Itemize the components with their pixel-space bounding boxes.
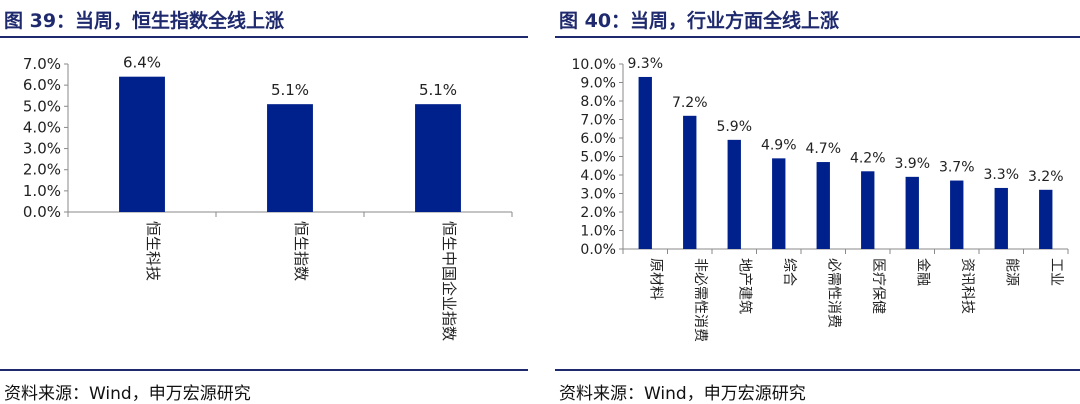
bar	[816, 162, 830, 249]
bar	[638, 76, 652, 249]
bar	[861, 171, 875, 249]
source-note-left: 资料来源：Wind，申万宏源研究	[4, 384, 251, 404]
data-label: 6.4%	[123, 54, 161, 72]
data-label: 5.1%	[271, 81, 309, 99]
data-label: 4.7%	[805, 141, 841, 157]
bar	[119, 76, 165, 212]
bar	[415, 104, 461, 212]
category-label: 恒生中国企业指数	[440, 221, 458, 341]
bar-chart-right: 0.0% 1.0% 2.0% 3.0% 4.0% 5.0% 6.0% 7.0% 8.0% 9.0%…	[572, 56, 1069, 342]
y-tick-label: 0.0%	[580, 242, 616, 258]
bar	[727, 139, 741, 249]
data-label: 5.1%	[419, 81, 457, 99]
chart-panel-left: 图 39：当周，恒生指数全线上涨 0.0% 1.0% 2.0% 3.0% 4.0% 5.0…	[0, 0, 528, 404]
bar	[772, 158, 786, 249]
bar	[950, 180, 964, 249]
y-tick-label: 6.0%	[23, 76, 61, 94]
chart-panel-right: 图 40：当周，行业方面全线上涨 0.0% 1.0% 2.0% 3.0% 4.0% 5.0…	[555, 0, 1080, 404]
data-label: 3.9%	[894, 156, 930, 172]
bar	[1039, 189, 1053, 249]
category-label: 综合	[781, 258, 797, 286]
category-label: 能源	[1003, 258, 1019, 286]
y-tick-label: 3.0%	[23, 140, 61, 158]
y-tick-label: 5.0%	[23, 97, 61, 115]
y-tick-label: 8.0%	[580, 94, 616, 110]
y-tick-label: 2.0%	[580, 205, 616, 221]
y-tick-label: 4.0%	[23, 118, 61, 136]
y-tick-label: 3.0%	[580, 187, 616, 203]
category-label: 恒生科技	[144, 221, 162, 281]
data-label: 5.9%	[716, 119, 752, 135]
source-note-right: 资料来源：Wind，申万宏源研究	[559, 384, 806, 404]
chart-title-right: 图 40：当周，行业方面全线上涨	[559, 10, 840, 32]
y-tick-label: 7.0%	[580, 113, 616, 129]
bar	[994, 187, 1008, 249]
category-label: 非必需性消费	[692, 258, 708, 342]
y-tick-label: 7.0%	[23, 55, 61, 73]
bar	[905, 176, 919, 249]
data-label: 3.3%	[983, 167, 1019, 183]
category-label: 工业	[1048, 258, 1064, 286]
y-tick-label: 5.0%	[580, 150, 616, 166]
category-label: 地产建筑	[736, 258, 752, 314]
bar	[683, 115, 697, 249]
y-tick-label: 9.0%	[580, 76, 616, 92]
data-label: 7.2%	[672, 95, 708, 111]
y-tick-label: 10.0%	[572, 57, 616, 73]
category-label: 必需性消费	[825, 258, 841, 328]
data-label: 3.7%	[939, 160, 975, 176]
title-rule-left	[0, 36, 528, 38]
title-rule-right	[555, 36, 1080, 38]
bar	[267, 104, 313, 212]
data-label: 4.2%	[850, 150, 886, 166]
y-tick-label: 4.0%	[580, 168, 616, 184]
source-rule-right	[555, 369, 1080, 371]
category-label: 资讯科技	[959, 258, 975, 314]
chart-title-left: 图 39：当周，恒生指数全线上涨	[4, 10, 285, 32]
y-tick-label: 1.0%	[580, 224, 616, 240]
data-label: 9.3%	[627, 56, 663, 72]
category-label: 恒生指数	[292, 221, 310, 281]
category-label: 金融	[914, 258, 930, 286]
y-tick-label: 0.0%	[23, 203, 61, 221]
y-tick-label: 2.0%	[23, 161, 61, 179]
data-label: 4.9%	[761, 137, 797, 153]
y-tick-label: 6.0%	[580, 131, 616, 147]
source-rule-left	[0, 369, 528, 371]
category-label: 原材料	[647, 258, 663, 300]
data-label: 3.2%	[1028, 169, 1064, 185]
y-tick-label: 1.0%	[23, 182, 61, 200]
category-label: 医疗保健	[870, 258, 886, 314]
bar-chart-left: 0.0% 1.0% 2.0% 3.0% 4.0% 5.0% 6.0% 7.0% 6.4% 恒生科技…	[23, 54, 513, 341]
